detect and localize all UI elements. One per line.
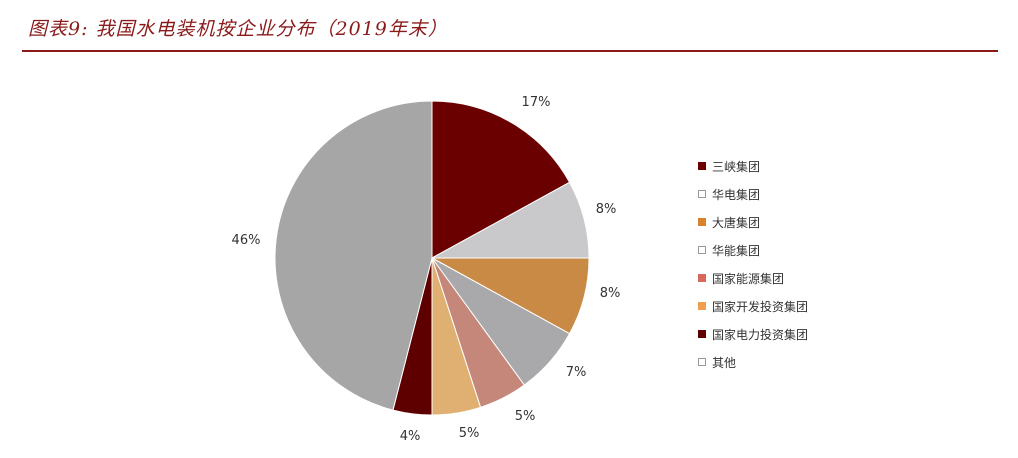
legend-label: 国家能源集团 <box>712 271 785 286</box>
legend-label: 三峡集团 <box>712 159 761 174</box>
legend-swatch <box>698 358 706 366</box>
legend-swatch <box>698 246 706 254</box>
legend-item: 国家电力投资集团 <box>698 320 808 348</box>
slice-percent-label: 7% <box>566 365 587 380</box>
legend-item: 国家开发投资集团 <box>698 292 808 320</box>
slice-percent-label: 4% <box>400 429 421 444</box>
pie-slice <box>431 100 571 259</box>
slice-percent-label: 8% <box>600 286 621 301</box>
legend-swatch <box>698 218 706 226</box>
legend-item: 三峡集团 <box>698 152 808 180</box>
legend-swatch <box>698 190 706 198</box>
legend-label: 其他 <box>712 355 737 370</box>
chart-title: 图表9: 我国水电装机按企业分布（2019年末） <box>28 18 448 40</box>
legend-swatch <box>698 330 706 338</box>
legend-item: 其他 <box>698 348 808 376</box>
pie-slice <box>274 100 433 411</box>
slice-percent-label: 17% <box>522 95 551 110</box>
slice-percent-label: 46% <box>232 233 261 248</box>
title-divider <box>22 50 998 52</box>
legend-label: 华能集团 <box>712 243 761 258</box>
legend-label: 国家电力投资集团 <box>712 327 809 342</box>
legend-item: 华电集团 <box>698 180 808 208</box>
legend-item: 国家能源集团 <box>698 264 808 292</box>
legend-label: 华电集团 <box>712 187 761 202</box>
slice-percent-label: 5% <box>459 426 480 441</box>
legend: 三峡集团 华电集团 大唐集团 华能集团 国家能源集团 国家开发投资集团 国家电力… <box>698 152 808 376</box>
legend-swatch <box>698 302 706 310</box>
slice-percent-label: 5% <box>515 409 536 424</box>
legend-label: 大唐集团 <box>712 215 761 230</box>
legend-swatch <box>698 162 706 170</box>
legend-swatch <box>698 274 706 282</box>
pie-slices <box>274 100 590 416</box>
pie-labels: 17% 8% 8% 7% 5% 5% 4% 46% <box>232 95 621 444</box>
legend-item: 大唐集团 <box>698 208 808 236</box>
legend-item: 华能集团 <box>698 236 808 264</box>
slice-percent-label: 8% <box>596 202 617 217</box>
legend-label: 国家开发投资集团 <box>712 299 809 314</box>
